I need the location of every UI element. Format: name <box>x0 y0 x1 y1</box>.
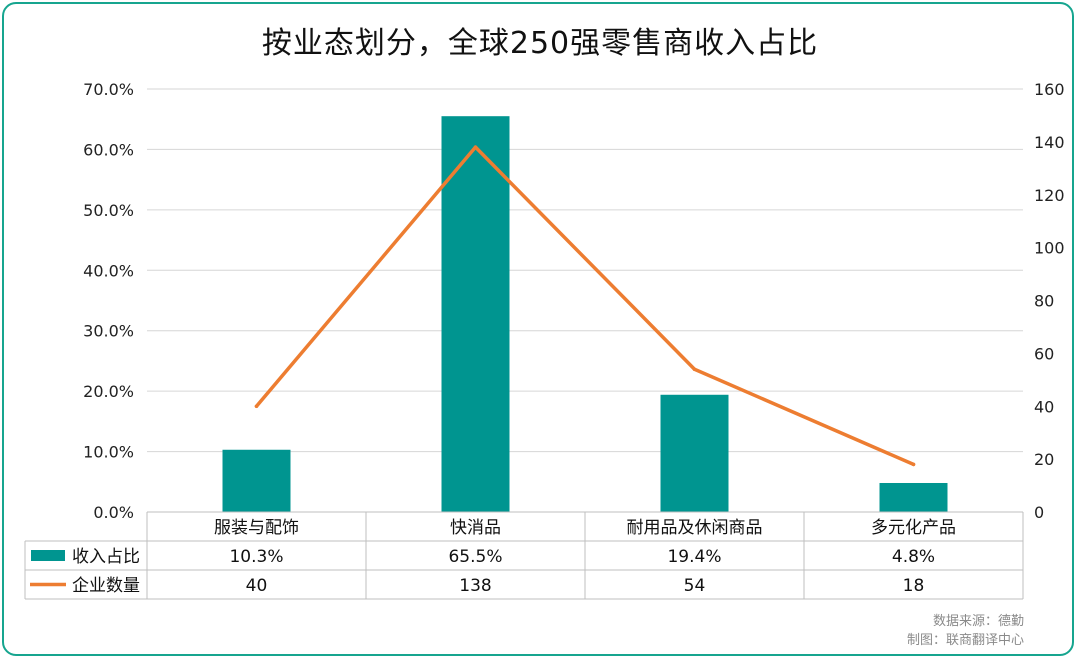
y-right-tick-label: 40 <box>1034 397 1054 416</box>
y-left-tick-label: 0.0% <box>93 503 134 522</box>
data-label: 4.8% <box>892 547 935 567</box>
y-left-tick-label: 30.0% <box>83 322 134 341</box>
credit-line: 制图：联商翻译中心 <box>906 633 1024 648</box>
data-label: 138 <box>459 576 491 596</box>
y-right-tick-label: 140 <box>1034 133 1065 152</box>
data-label: 40 <box>246 576 268 596</box>
x-tick-label: 快消品 <box>450 518 501 538</box>
legend-label: 企业数量 <box>72 576 140 596</box>
bar <box>879 482 948 512</box>
data-label: 19.4% <box>667 547 721 567</box>
legend-swatch-bar <box>31 550 65 561</box>
x-tick-label: 多元化产品 <box>871 518 956 538</box>
line-point <box>911 462 916 467</box>
data-label: 65.5% <box>448 547 502 567</box>
x-tick-label: 服装与配饰 <box>214 518 299 538</box>
y-right-tick-label: 120 <box>1034 186 1065 205</box>
data-label: 10.3% <box>229 547 283 567</box>
y-right-tick-label: 80 <box>1034 292 1054 311</box>
bar <box>441 116 510 512</box>
y-right-tick-label: 160 <box>1034 80 1065 99</box>
line-point <box>692 367 697 372</box>
x-tick-label: 耐用品及休闲商品 <box>627 518 763 538</box>
y-left-tick-label: 10.0% <box>83 443 134 462</box>
y-right-tick-label: 20 <box>1034 450 1054 469</box>
bar <box>660 394 729 512</box>
y-right-tick-label: 0 <box>1034 503 1044 522</box>
data-label: 54 <box>684 576 706 596</box>
line-point <box>473 145 478 149</box>
legend-label: 收入占比 <box>72 547 140 567</box>
source-line: 数据来源：德勤 <box>932 614 1024 629</box>
y-right-tick-label: 60 <box>1034 344 1054 363</box>
y-left-tick-label: 20.0% <box>83 382 134 401</box>
y-left-tick-label: 50.0% <box>83 201 134 220</box>
y-left-tick-label: 40.0% <box>83 261 134 280</box>
source-note: 数据来源：德勤 制图：联商翻译中心 <box>907 612 1024 650</box>
series-line <box>254 145 916 467</box>
y-left-tick-label: 60.0% <box>83 140 134 159</box>
y-left-tick-label: 70.0% <box>83 80 134 99</box>
data-label: 18 <box>903 576 925 596</box>
y-right-tick-label: 100 <box>1034 239 1065 258</box>
line-point <box>254 404 259 409</box>
bar <box>222 449 291 512</box>
chart-title: 按业态划分，全球250强零售商收入占比 <box>261 26 819 61</box>
